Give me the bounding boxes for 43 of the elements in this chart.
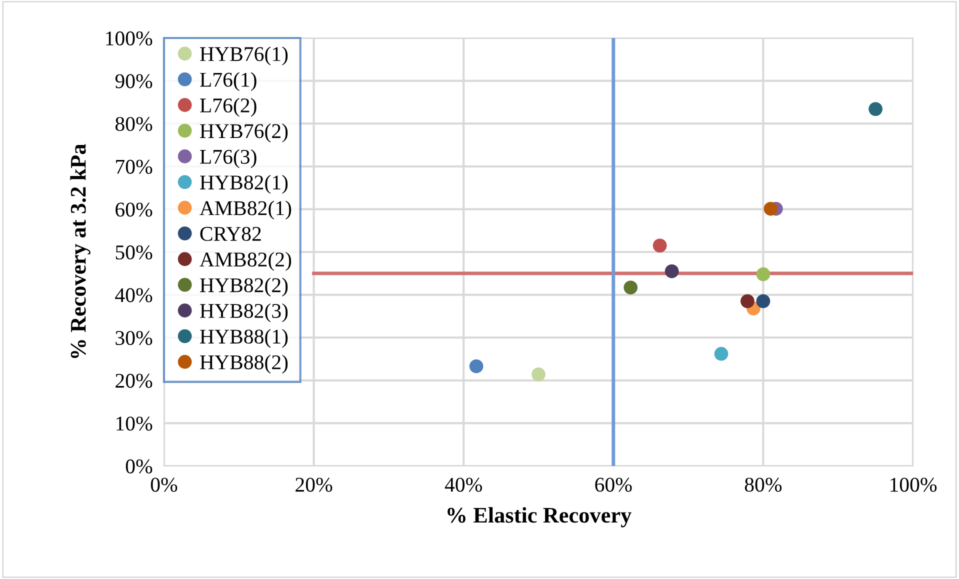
point bbox=[664, 264, 679, 278]
legend-label: HYB82(2) bbox=[200, 278, 288, 297]
y-tick-label: 60% bbox=[116, 202, 152, 217]
point bbox=[714, 346, 728, 361]
y-tick-label: 0% bbox=[126, 459, 152, 474]
point bbox=[532, 367, 546, 382]
legend-label: AMB82(1) bbox=[200, 200, 292, 220]
point bbox=[764, 202, 778, 216]
legend-label: HYB82(1) bbox=[200, 174, 288, 194]
y-axis-title: % Recovery at 3.2 kPa bbox=[70, 144, 90, 358]
point bbox=[868, 102, 882, 116]
y-tick-label: 50% bbox=[116, 245, 152, 260]
point bbox=[756, 267, 770, 282]
legend-label: CRY82 bbox=[200, 226, 261, 241]
legend-label: HYB82(3) bbox=[200, 303, 288, 322]
x-tick-label: 0% bbox=[150, 478, 178, 492]
legend-label: L76(1) bbox=[200, 72, 256, 92]
y-tick-label: 30% bbox=[116, 330, 152, 346]
y-tick-label: 90% bbox=[115, 74, 152, 88]
x-tick-label: 20% bbox=[296, 478, 332, 492]
x-tick-label: 100% bbox=[890, 478, 937, 492]
y-tick-label: 100% bbox=[106, 31, 152, 46]
point bbox=[624, 280, 638, 294]
legend-label: L76(2) bbox=[200, 98, 256, 117]
legend-label: HYB76(2) bbox=[200, 124, 288, 142]
legend-label: HYB76(1) bbox=[200, 46, 288, 66]
legend-label: HYB88(2) bbox=[200, 354, 288, 374]
point bbox=[652, 238, 667, 253]
point bbox=[756, 294, 770, 308]
y-tick-label: 70% bbox=[116, 160, 152, 174]
x-tick-label: 40% bbox=[444, 478, 482, 492]
legend-label: AMB82(2) bbox=[200, 252, 292, 271]
y-tick-label: 40% bbox=[115, 288, 152, 302]
legend-label: HYB88(1) bbox=[200, 329, 288, 348]
y-tick-label: 20% bbox=[116, 374, 152, 388]
x-tick-label: 60% bbox=[595, 478, 632, 492]
point bbox=[740, 294, 754, 308]
x-axis-title: % Elastic Recovery bbox=[448, 507, 632, 528]
point bbox=[469, 359, 484, 374]
y-tick-label: 80% bbox=[115, 116, 152, 132]
legend-label: L76(3) bbox=[200, 149, 256, 168]
y-tick-label: 10% bbox=[116, 416, 152, 431]
x-tick-label: 80% bbox=[744, 478, 782, 492]
